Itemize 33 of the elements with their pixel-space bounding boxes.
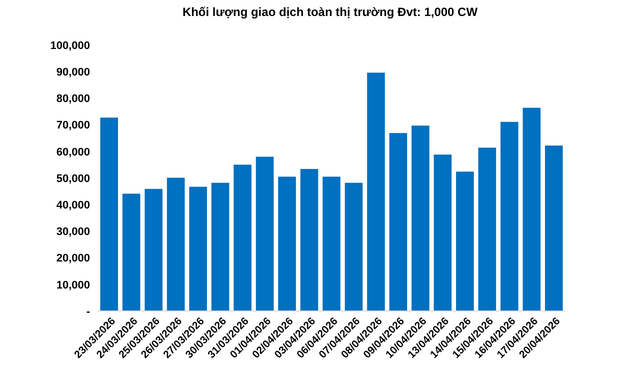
- bar: [522, 108, 541, 311]
- y-tick-label: 40,000: [56, 199, 90, 212]
- bar: [456, 172, 474, 311]
- y-tick-label: 70,000: [56, 120, 90, 132]
- bar: [189, 186, 207, 311]
- bar: [278, 176, 296, 311]
- bar: [544, 146, 563, 311]
- bar: [166, 178, 185, 311]
- bar: [234, 164, 252, 311]
- y-tick-label: -: [86, 306, 90, 318]
- y-tick-label: 90,000: [56, 66, 90, 78]
- chart-title: Khối lượng giao dịch toàn thị trường Đvt: 1,000 CW: [182, 5, 478, 19]
- bar: [434, 154, 452, 311]
- y-tick-label: 20,000: [56, 252, 90, 265]
- bar: [344, 182, 363, 311]
- y-tick-label: 30,000: [56, 226, 90, 238]
- y-tick-label: 80,000: [56, 93, 90, 106]
- bar: [256, 156, 274, 311]
- bar: [500, 122, 518, 311]
- bar: [478, 148, 496, 311]
- bar: [144, 188, 162, 311]
- y-tick-label: 100,000: [50, 40, 90, 52]
- y-tick-label: 50,000: [56, 172, 90, 185]
- y-tick-label: 60,000: [56, 146, 90, 158]
- bar: [389, 133, 408, 311]
- bar: [300, 168, 318, 311]
- bar: [367, 72, 385, 311]
- bar: [322, 176, 340, 311]
- y-tick-label: 10,000: [56, 279, 90, 292]
- bar: [100, 118, 118, 311]
- bar: [211, 182, 230, 311]
- bar: [122, 194, 140, 311]
- bar: [412, 126, 430, 311]
